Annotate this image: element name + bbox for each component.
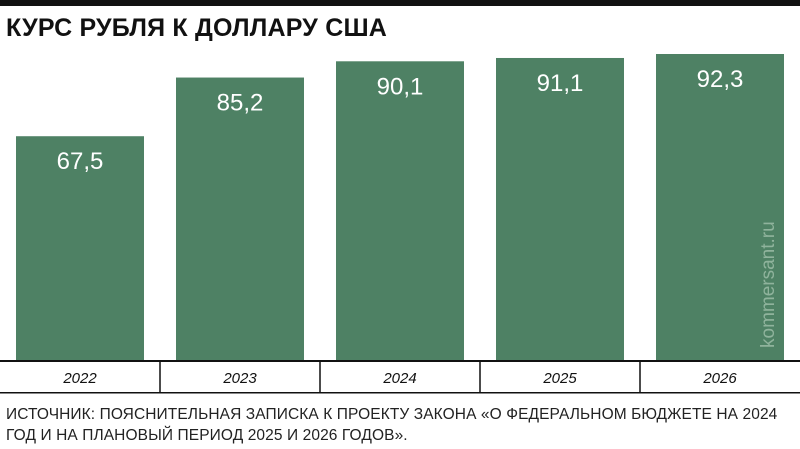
- top-rule: [0, 0, 800, 6]
- x-axis-divider: [639, 360, 641, 393]
- bar-2026: [656, 54, 784, 360]
- x-tick-label: 2025: [542, 370, 577, 387]
- bar-value-label: 92,3: [697, 66, 744, 93]
- x-axis-divider: [319, 360, 321, 393]
- x-axis-divider: [159, 360, 161, 393]
- x-axis-bottom-line: [0, 392, 800, 394]
- x-axis-line: [0, 360, 800, 362]
- bar-value-label: 90,1: [377, 73, 424, 100]
- bar-2025: [496, 57, 624, 360]
- bar-value-label: 85,2: [217, 90, 264, 117]
- x-tick-label: 2026: [702, 370, 737, 387]
- bar-value-label: 67,5: [57, 148, 104, 175]
- x-tick-label: 2023: [222, 370, 257, 387]
- bar-chart: 67,5 85,2 90,1 91,1 92,3 2022 2023 2024 2025 2026…: [0, 54, 800, 394]
- bar-2022: [16, 136, 144, 360]
- x-tick-label: 2024: [382, 370, 416, 387]
- source-note: ИСТОЧНИК: ПОЯСНИТЕЛЬНАЯ ЗАПИСКА К ПРОЕКТ…: [6, 406, 778, 444]
- x-tick-label: 2022: [62, 370, 97, 387]
- watermark-text: kommersant.ru: [758, 221, 779, 348]
- bar-2024: [336, 61, 464, 360]
- x-axis-divider: [479, 360, 481, 393]
- bar-2023: [176, 77, 304, 361]
- chart-title: КУРС РУБЛЯ К ДОЛЛАРУ США: [6, 14, 388, 42]
- bar-value-label: 91,1: [537, 70, 584, 97]
